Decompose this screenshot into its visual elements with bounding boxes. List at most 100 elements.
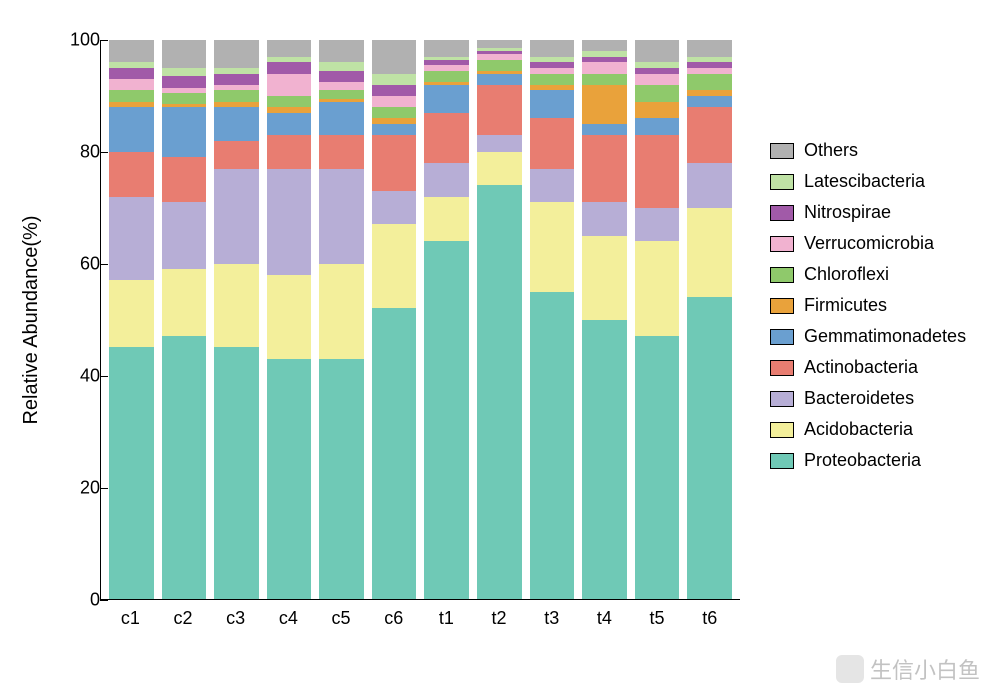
bar-t1 <box>424 40 469 599</box>
segment-bacteroidetes <box>162 202 207 269</box>
segment-nitrospirae <box>319 71 364 82</box>
legend-label: Firmicutes <box>804 295 887 316</box>
legend-swatch <box>770 453 794 469</box>
legend-swatch <box>770 391 794 407</box>
legend-swatch <box>770 422 794 438</box>
legend-swatch <box>770 360 794 376</box>
segment-acidobacteria <box>214 264 259 348</box>
x-label-t2: t2 <box>477 608 522 640</box>
y-tick-label: 100 <box>60 30 100 51</box>
segment-others <box>530 40 575 57</box>
segment-acidobacteria <box>162 269 207 336</box>
segment-latescibacteria <box>319 62 364 70</box>
segment-chloroflexi <box>477 60 522 71</box>
segment-acidobacteria <box>477 152 522 186</box>
segment-latescibacteria <box>372 74 417 85</box>
legend-label: Proteobacteria <box>804 450 921 471</box>
y-axis-label: Relative Abundance(%) <box>20 215 43 424</box>
legend-item-bacteroidetes: Bacteroidetes <box>770 388 980 409</box>
legend-label: Gemmatimonadetes <box>804 326 966 347</box>
segment-chloroflexi <box>214 90 259 101</box>
legend-item-verrucomicrobia: Verrucomicrobia <box>770 233 980 254</box>
segment-others <box>319 40 364 62</box>
x-label-t6: t6 <box>687 608 732 640</box>
segment-others <box>267 40 312 57</box>
legend-label: Verrucomicrobia <box>804 233 934 254</box>
segment-gemmatimonadetes <box>109 107 154 152</box>
legend-label: Bacteroidetes <box>804 388 914 409</box>
segment-gemmatimonadetes <box>635 118 680 135</box>
segment-gemmatimonadetes <box>162 107 207 157</box>
x-label-c4: c4 <box>266 608 311 640</box>
segment-actinobacteria <box>530 118 575 168</box>
legend-label: Nitrospirae <box>804 202 891 223</box>
legend-label: Chloroflexi <box>804 264 889 285</box>
segment-chloroflexi <box>109 90 154 101</box>
legend-swatch <box>770 236 794 252</box>
segment-proteobacteria <box>424 241 469 599</box>
segment-gemmatimonadetes <box>477 74 522 85</box>
legend-item-chloroflexi: Chloroflexi <box>770 264 980 285</box>
segment-bacteroidetes <box>319 169 364 264</box>
segment-gemmatimonadetes <box>582 124 627 135</box>
segment-chloroflexi <box>319 90 364 98</box>
segment-actinobacteria <box>477 85 522 135</box>
segment-acidobacteria <box>582 236 627 320</box>
segment-firmicutes <box>582 85 627 124</box>
segment-others <box>372 40 417 74</box>
segment-others <box>424 40 469 57</box>
y-tick-label: 80 <box>60 142 100 163</box>
legend-item-others: Others <box>770 140 980 161</box>
segment-proteobacteria <box>319 359 364 599</box>
segment-proteobacteria <box>372 308 417 599</box>
bar-c2 <box>162 40 207 599</box>
bar-c4 <box>267 40 312 599</box>
segment-actinobacteria <box>162 157 207 202</box>
legend-item-firmicutes: Firmicutes <box>770 295 980 316</box>
segment-bacteroidetes <box>109 197 154 281</box>
y-tick-label: 40 <box>60 366 100 387</box>
segment-chloroflexi <box>582 74 627 85</box>
y-axis: 020406080100 <box>60 40 100 600</box>
x-label-c6: c6 <box>371 608 416 640</box>
segment-proteobacteria <box>109 347 154 599</box>
bar-t2 <box>477 40 522 599</box>
bar-c5 <box>319 40 364 599</box>
segment-acidobacteria <box>319 264 364 359</box>
segment-acidobacteria <box>635 241 680 336</box>
segment-nitrospirae <box>372 85 417 96</box>
x-label-c3: c3 <box>213 608 258 640</box>
legend-swatch <box>770 329 794 345</box>
legend-label: Acidobacteria <box>804 419 913 440</box>
legend: Others Latescibacteria Nitrospirae Verrucom… <box>770 140 980 481</box>
bar-t3 <box>530 40 575 599</box>
segment-actinobacteria <box>424 113 469 163</box>
segment-chloroflexi <box>372 107 417 118</box>
bar-c6 <box>372 40 417 599</box>
watermark: 生信小白鱼 <box>836 653 980 685</box>
bar-t5 <box>635 40 680 599</box>
legend-item-acidobacteria: Acidobacteria <box>770 419 980 440</box>
segment-others <box>162 40 207 68</box>
segment-acidobacteria <box>530 202 575 291</box>
segment-verrucomicrobia <box>109 79 154 90</box>
segment-verrucomicrobia <box>582 62 627 73</box>
x-label-t4: t4 <box>582 608 627 640</box>
segment-proteobacteria <box>214 347 259 599</box>
segment-acidobacteria <box>687 208 732 297</box>
segment-chloroflexi <box>635 85 680 102</box>
segment-others <box>635 40 680 62</box>
segment-chloroflexi <box>267 96 312 107</box>
segment-gemmatimonadetes <box>372 124 417 135</box>
segment-others <box>477 40 522 48</box>
watermark-icon <box>836 655 864 683</box>
segment-verrucomicrobia <box>319 82 364 90</box>
segment-bacteroidetes <box>582 202 627 236</box>
watermark-text: 生信小白鱼 <box>870 653 980 685</box>
segment-gemmatimonadetes <box>424 85 469 113</box>
x-label-c1: c1 <box>108 608 153 640</box>
y-tick-label: 20 <box>60 478 100 499</box>
legend-item-actinobacteria: Actinobacteria <box>770 357 980 378</box>
segment-nitrospirae <box>109 68 154 79</box>
legend-item-latescibacteria: Latescibacteria <box>770 171 980 192</box>
